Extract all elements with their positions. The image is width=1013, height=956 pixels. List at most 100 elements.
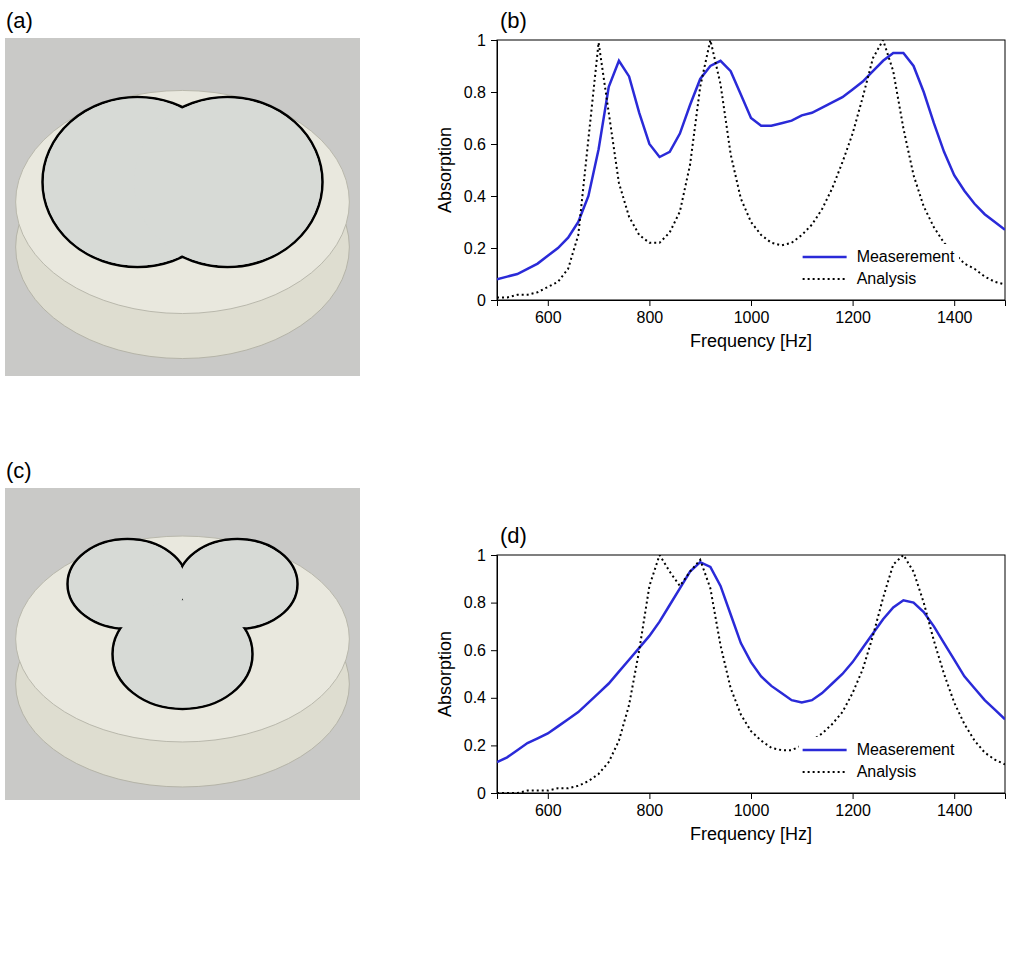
y-tick: 0.4 [464, 689, 497, 706]
x-axis: 600 800 1000 1200 1400 [498, 300, 1006, 326]
x-tick-mark [548, 793, 549, 799]
x-tick: 1200 [835, 793, 871, 819]
y-axis: 0 0.2 0.4 0.6 0.8 1 [464, 547, 498, 802]
y-tick-mark [491, 698, 497, 699]
y-tick-mark [491, 248, 497, 249]
legend-item: Measerement [803, 741, 955, 758]
x-axis-line [498, 794, 1006, 800]
y-tick-label: 1 [477, 32, 486, 49]
x-tick: 800 [637, 300, 664, 326]
x-axis-title: Frequency [Hz] [690, 824, 812, 844]
y-tick-mark [491, 793, 497, 794]
y-tick: 1 [477, 547, 497, 564]
legend: Measerement Analysis [799, 244, 959, 292]
y-tick: 0.6 [464, 642, 497, 659]
legend-swatch [803, 278, 847, 280]
legend-swatch [803, 771, 847, 773]
chart: 600 800 1000 1200 1400 0 0.2 0.4 0.6 0.8 1 Frequenc… [435, 32, 1006, 351]
y-tick-label: 0.4 [464, 689, 486, 706]
x-tick-label: 800 [637, 309, 664, 326]
holder-top [16, 90, 350, 313]
y-tick-label: 0.2 [464, 240, 486, 257]
legend-label: Measerement [857, 248, 955, 265]
legend-background [799, 737, 959, 785]
plot-lines [497, 555, 1005, 793]
chart: 600 800 1000 1200 1400 0 0.2 0.4 0.6 0.8 1 Frequenc… [435, 547, 1006, 844]
x-tick-label: 1200 [835, 309, 871, 326]
panel-label: (c) [6, 458, 32, 483]
holder-top [16, 536, 350, 742]
photo [5, 488, 360, 800]
y-tick-mark [491, 40, 497, 41]
x-tick-mark [954, 793, 955, 799]
y-tick-label: 0 [477, 292, 486, 309]
y-axis-title: Absorption [435, 631, 455, 717]
y-tick: 0.2 [464, 240, 497, 257]
legend-item: Analysis [803, 270, 917, 287]
x-tick-mark [649, 793, 650, 799]
x-tick-mark [751, 300, 752, 306]
y-tick-label: 0.8 [464, 84, 486, 101]
x-tick: 1200 [835, 300, 871, 326]
y-tick-label: 0.6 [464, 642, 486, 659]
x-tick: 1000 [734, 300, 770, 326]
x-tick-label: 1200 [835, 802, 871, 819]
panel-label: (b) [500, 8, 527, 33]
y-axis-title: Absorption [435, 127, 455, 213]
x-tick-label: 1000 [734, 802, 770, 819]
y-tick-label: 0.6 [464, 136, 486, 153]
y-tick-label: 1 [477, 547, 486, 564]
y-tick-label: 0.2 [464, 737, 486, 754]
plot-frame [497, 40, 1005, 300]
y-axis-line [491, 41, 498, 301]
cavity-fill [114, 601, 251, 708]
y-tick-mark [491, 603, 497, 604]
x-tick-mark [853, 300, 854, 306]
x-tick-label: 600 [535, 309, 562, 326]
x-tick: 1400 [937, 300, 973, 326]
panel-label: (d) [500, 523, 527, 548]
y-tick: 0.4 [464, 188, 497, 205]
y-tick-mark [491, 745, 497, 746]
x-tick-label: 1400 [937, 802, 973, 819]
y-tick: 0.8 [464, 84, 497, 101]
x-axis-line [498, 301, 1006, 307]
y-tick-mark [491, 144, 497, 145]
x-tick-mark [649, 300, 650, 306]
cavity-fill [134, 99, 321, 266]
x-tick-mark [954, 300, 955, 306]
x-tick-mark [548, 300, 549, 306]
y-tick-mark [491, 196, 497, 197]
x-tick-label: 800 [637, 802, 664, 819]
photo-background [5, 488, 360, 800]
y-axis-line [491, 556, 498, 794]
y-tick-mark [491, 92, 497, 93]
x-tick-label: 1000 [734, 309, 770, 326]
y-tick: 0.6 [464, 136, 497, 153]
legend: Measerement Analysis [799, 737, 959, 785]
y-tick-label: 0.8 [464, 594, 486, 611]
legend-item: Measerement [803, 248, 955, 265]
legend-swatch [803, 749, 847, 752]
y-tick: 0 [477, 292, 497, 309]
photo-background [5, 38, 360, 376]
x-tick-label: 1400 [937, 309, 973, 326]
y-tick-mark [491, 555, 497, 556]
x-tick-label: 600 [535, 802, 562, 819]
series-line [497, 40, 1005, 297]
y-tick-mark [491, 650, 497, 651]
x-tick: 800 [637, 793, 664, 819]
panel-label: (a) [6, 8, 33, 33]
y-tick: 0 [477, 785, 497, 802]
x-tick: 600 [535, 300, 562, 326]
photo [5, 38, 360, 376]
y-tick-label: 0.4 [464, 188, 486, 205]
y-tick-label: 0 [477, 785, 486, 802]
x-axis-title: Frequency [Hz] [690, 331, 812, 351]
x-tick: 600 [535, 793, 562, 819]
legend-item: Analysis [803, 763, 917, 780]
x-tick-mark [751, 793, 752, 799]
legend-swatch [803, 256, 847, 259]
y-axis: 0 0.2 0.4 0.6 0.8 1 [464, 32, 498, 309]
legend-background [799, 244, 959, 292]
